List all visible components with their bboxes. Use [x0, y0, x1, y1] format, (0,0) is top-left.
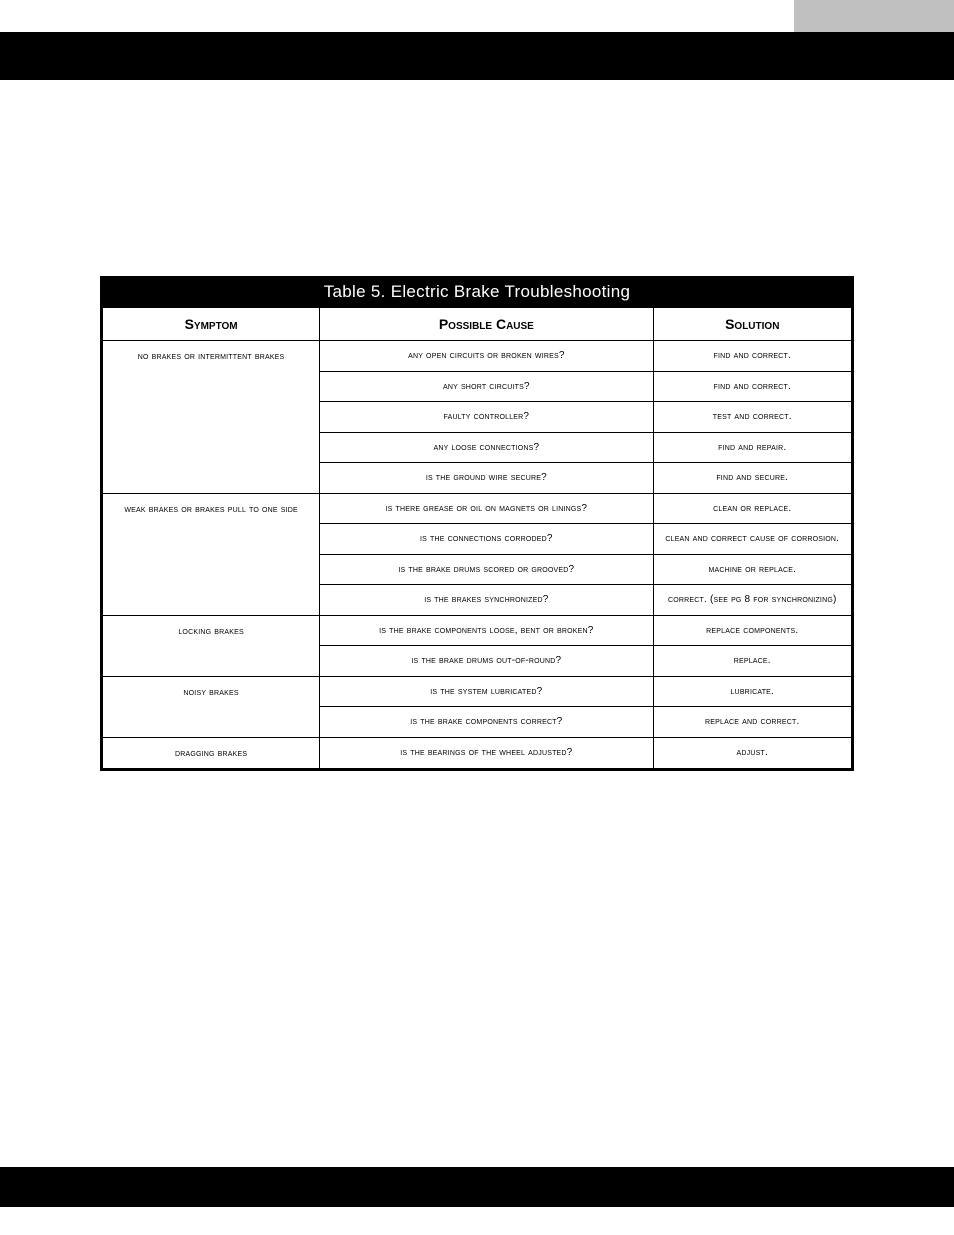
- cell-symptom: weak brakes or brakes pull to one side: [103, 493, 320, 615]
- top-gray-bar: [794, 0, 954, 32]
- cell-solution: replace.: [653, 646, 852, 677]
- table-header-row: Symptom Possible Cause Solution: [103, 308, 852, 341]
- table-row: dragging brakesis the bearings of the wh…: [103, 737, 852, 769]
- cell-cause: is the ground wire secure?: [320, 463, 653, 494]
- cell-solution: machine or replace.: [653, 554, 852, 585]
- bottom-black-bar: [0, 1167, 954, 1207]
- col-header-solution: Solution: [653, 308, 852, 341]
- cell-solution: adjust.: [653, 737, 852, 769]
- cell-solution: replace and correct.: [653, 707, 852, 738]
- table-row: noisy brakesis the system lubricated?lub…: [103, 676, 852, 707]
- cell-solution: replace components.: [653, 615, 852, 646]
- cell-symptom: dragging brakes: [103, 737, 320, 769]
- col-header-symptom: Symptom: [103, 308, 320, 341]
- cell-solution: lubricate.: [653, 676, 852, 707]
- table-row: locking brakesis the brake components lo…: [103, 615, 852, 646]
- cell-cause: is the brake components loose, bent or b…: [320, 615, 653, 646]
- cell-cause: is the brake components correct?: [320, 707, 653, 738]
- cell-solution: correct. (see pg 8 for synchronizing): [653, 585, 852, 616]
- troubleshooting-table-wrap: Table 5. Electric Brake Troubleshooting …: [100, 276, 854, 771]
- cell-symptom: no brakes or intermittent brakes: [103, 341, 320, 494]
- cell-cause: is the connections corroded?: [320, 524, 653, 555]
- table-title: Table 5. Electric Brake Troubleshooting: [102, 276, 852, 307]
- cell-cause: faulty controller?: [320, 402, 653, 433]
- cell-cause: any short circuits?: [320, 371, 653, 402]
- cell-symptom: noisy brakes: [103, 676, 320, 737]
- cell-cause: any open circuits or broken wires?: [320, 341, 653, 372]
- cell-cause: is there grease or oil on magnets or lin…: [320, 493, 653, 524]
- cell-cause: is the system lubricated?: [320, 676, 653, 707]
- cell-solution: find and correct.: [653, 371, 852, 402]
- cell-symptom: locking brakes: [103, 615, 320, 676]
- cell-solution: test and correct.: [653, 402, 852, 433]
- table-body: no brakes or intermittent brakesany open…: [103, 341, 852, 769]
- cell-solution: find and correct.: [653, 341, 852, 372]
- cell-solution: find and secure.: [653, 463, 852, 494]
- col-header-cause: Possible Cause: [320, 308, 653, 341]
- cell-cause: is the brakes synchronized?: [320, 585, 653, 616]
- cell-solution: clean or replace.: [653, 493, 852, 524]
- troubleshooting-table: Symptom Possible Cause Solution no brake…: [102, 307, 852, 769]
- table-row: no brakes or intermittent brakesany open…: [103, 341, 852, 372]
- cell-solution: find and repair.: [653, 432, 852, 463]
- top-black-bar: [0, 32, 954, 80]
- page: Table 5. Electric Brake Troubleshooting …: [0, 0, 954, 1235]
- cell-cause: any loose connections?: [320, 432, 653, 463]
- table-row: weak brakes or brakes pull to one sideis…: [103, 493, 852, 524]
- cell-solution: clean and correct cause of corrosion.: [653, 524, 852, 555]
- cell-cause: is the brake drums scored or grooved?: [320, 554, 653, 585]
- cell-cause: is the brake drums out-of-round?: [320, 646, 653, 677]
- cell-cause: is the bearings of the wheel adjusted?: [320, 737, 653, 769]
